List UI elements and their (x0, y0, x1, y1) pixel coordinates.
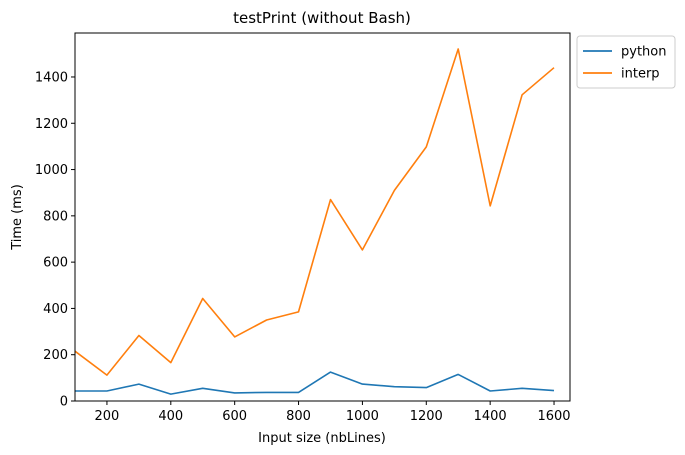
y-tick-label: 400 (43, 302, 68, 317)
legend-label-python: python (621, 45, 666, 60)
legend-label-interp: interp (621, 67, 660, 82)
chart-title: testPrint (without Bash) (233, 9, 411, 27)
y-tick-label: 600 (43, 256, 68, 271)
plot-area (74, 32, 571, 402)
y-tick-label: 1000 (35, 163, 68, 178)
plot-frame (74, 32, 571, 402)
x-axis-label: Input size (nbLines) (258, 431, 386, 446)
legend: python interp (576, 35, 676, 89)
y-tick-label: 1200 (35, 117, 68, 132)
y-axis: 0 200 400 600 800 1000 1200 1400 (35, 70, 75, 410)
legend-box (576, 35, 676, 89)
y-tick-label: 1400 (35, 70, 68, 85)
x-tick-label: 200 (95, 409, 120, 424)
series-line-python (75, 371, 555, 395)
x-tick-label: 600 (222, 409, 247, 424)
y-tick-label: 800 (43, 209, 68, 224)
x-tick-label: 1200 (410, 409, 443, 424)
x-tick-label: 400 (158, 409, 183, 424)
y-tick-label: 0 (60, 395, 68, 410)
y-axis-label: Time (ms) (10, 184, 25, 251)
series-line-interp (74, 48, 555, 376)
x-tick-label: 1400 (474, 409, 507, 424)
x-tick-label: 1000 (346, 409, 379, 424)
y-tick-label: 200 (43, 348, 68, 363)
x-tick-label: 800 (286, 409, 311, 424)
x-axis: 200 400 600 800 1000 1200 1400 1600 (95, 401, 571, 424)
x-tick-label: 1600 (537, 409, 570, 424)
